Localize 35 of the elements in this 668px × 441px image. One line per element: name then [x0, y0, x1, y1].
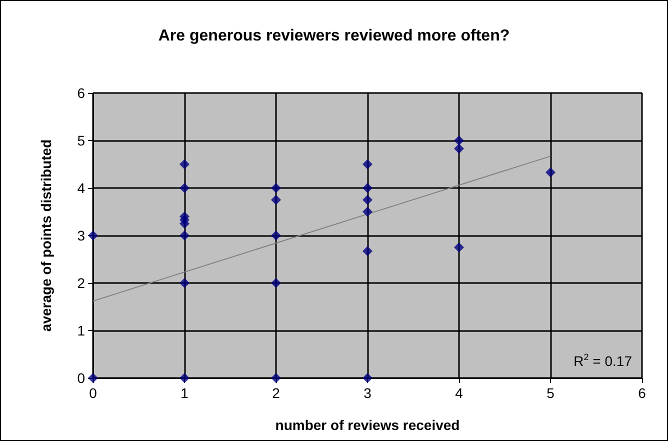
point — [180, 230, 190, 240]
y-tick-label: 1 — [77, 322, 86, 338]
point — [271, 230, 281, 240]
y-tick-label: 5 — [77, 132, 86, 148]
x-tick-label: 0 — [89, 385, 98, 401]
point — [271, 194, 281, 205]
y-tick-label: 3 — [77, 228, 86, 244]
point — [454, 144, 464, 154]
point — [454, 242, 464, 252]
x-tick-label: 2 — [272, 385, 280, 401]
y-tick-label: 0 — [77, 370, 86, 386]
point — [362, 194, 372, 205]
x-tick-label: 6 — [638, 385, 646, 401]
point — [362, 246, 372, 256]
y-tick-label: 6 — [77, 85, 86, 101]
point — [362, 183, 372, 193]
point — [180, 218, 190, 229]
point — [362, 159, 372, 170]
point — [180, 159, 190, 170]
point — [180, 183, 190, 193]
y-tick-label: 2 — [77, 275, 86, 291]
point — [454, 136, 464, 146]
x-tick-label: 1 — [180, 385, 189, 401]
y-axis-title: average of points distributed — [38, 139, 54, 332]
point — [271, 278, 281, 288]
point — [546, 167, 556, 178]
x-tick-label: 5 — [546, 385, 555, 401]
chart-title: Are generous reviewers reviewed more often? — [158, 28, 510, 44]
x-axis-title: number of reviews received — [275, 417, 460, 433]
point — [362, 206, 372, 217]
y-tick-label: 4 — [77, 180, 86, 196]
x-tick-label: 3 — [364, 385, 372, 401]
point — [271, 183, 281, 193]
point — [180, 278, 190, 288]
x-tick-label: 4 — [455, 385, 464, 401]
